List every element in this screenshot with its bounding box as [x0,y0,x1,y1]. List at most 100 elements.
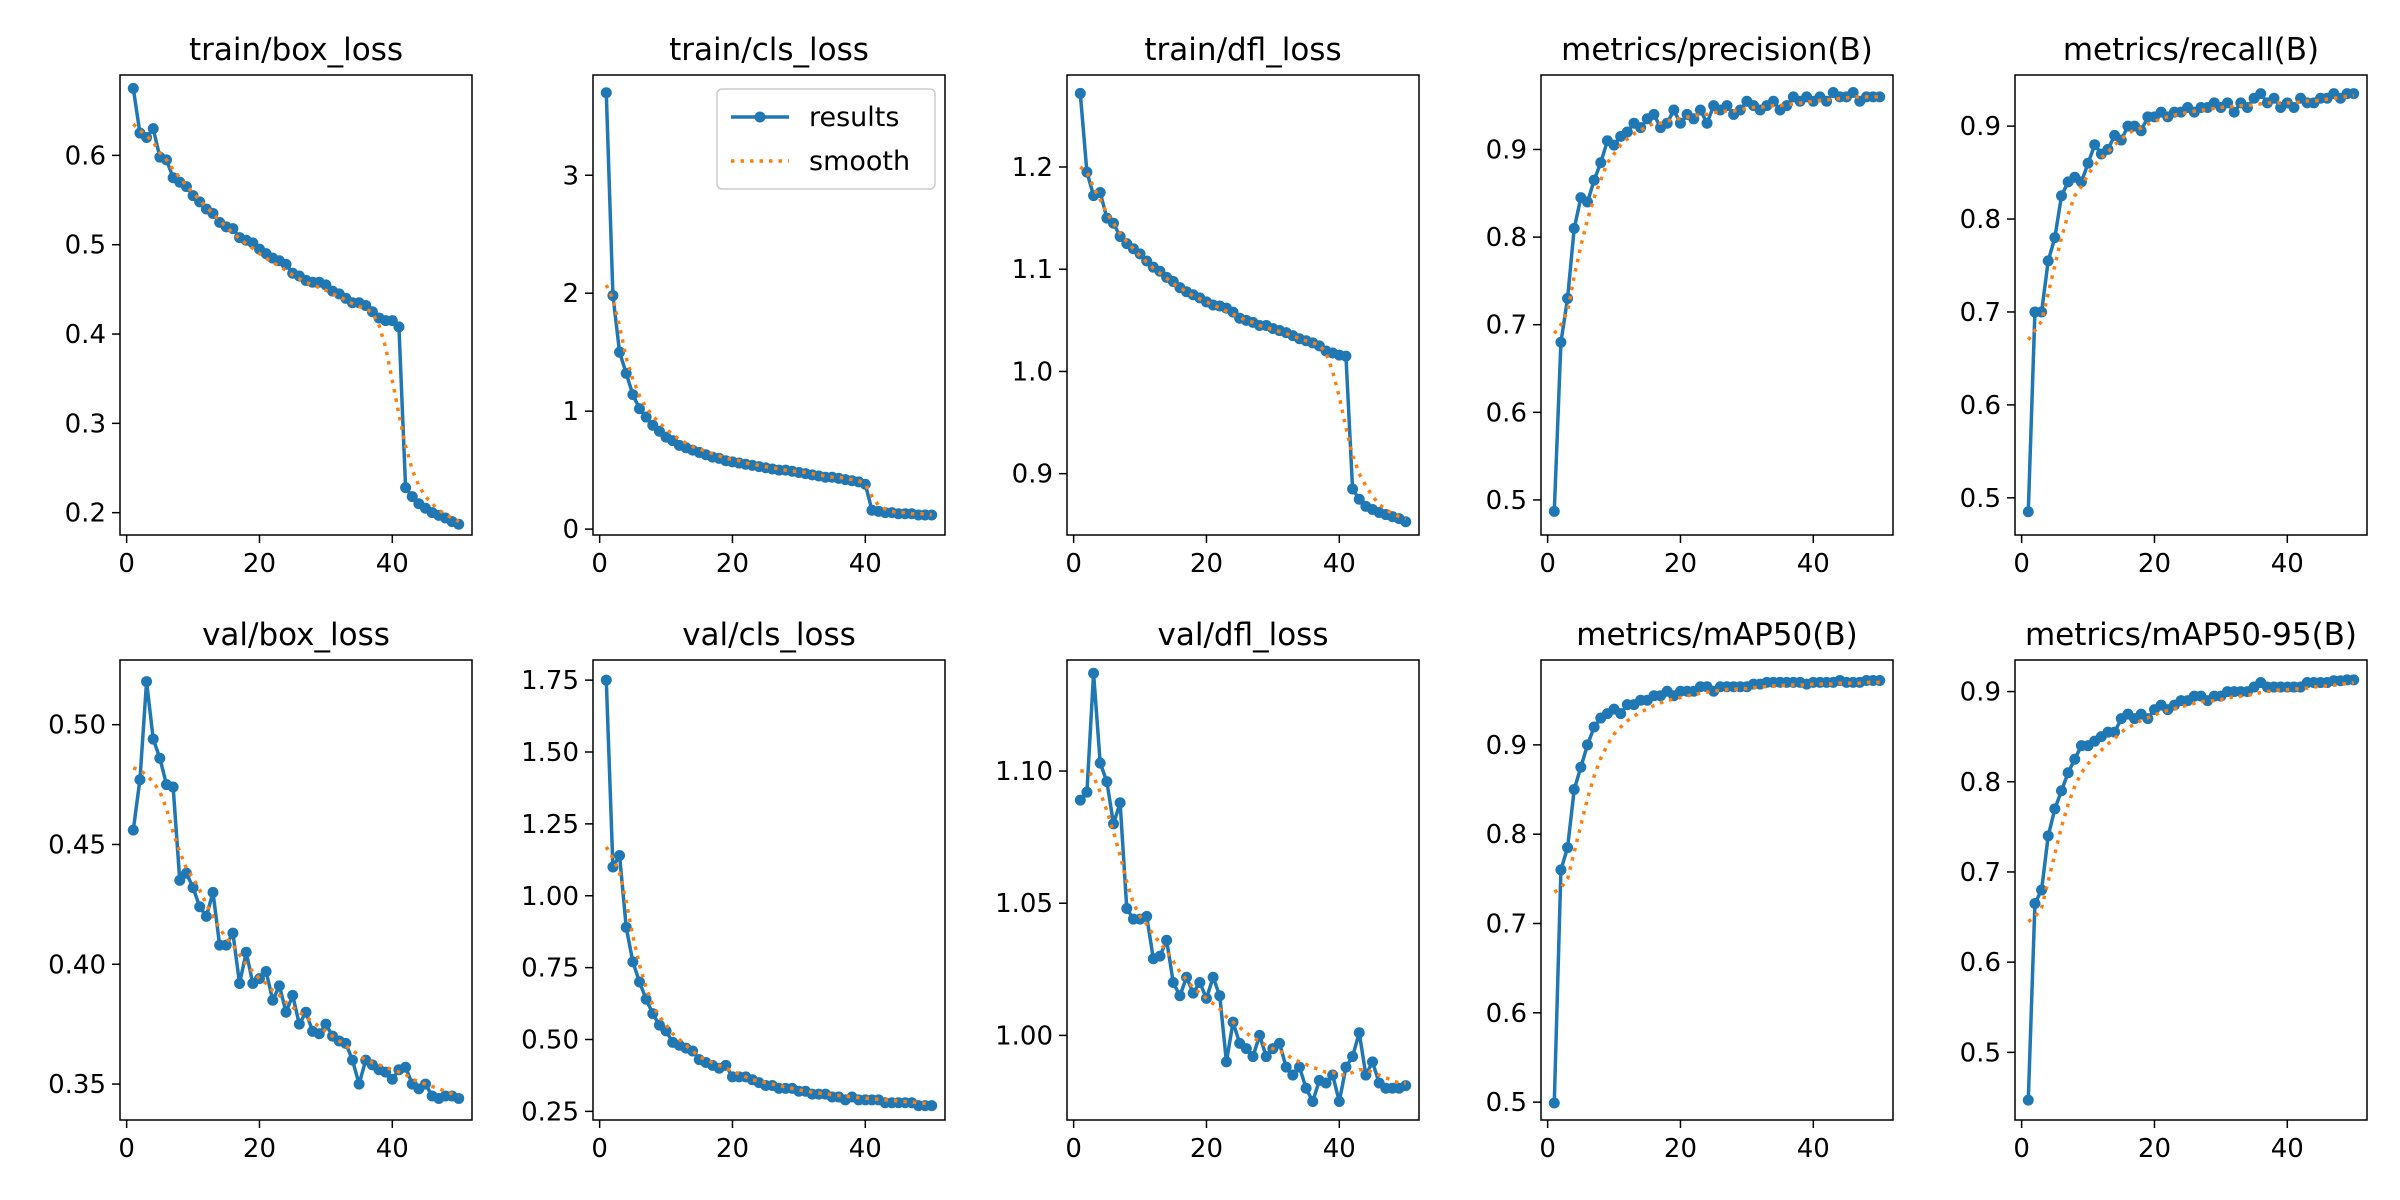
results-point [1588,174,1600,186]
results-point [267,994,279,1006]
results-point [2049,803,2061,815]
results-point [300,1006,312,1018]
results-line [2026,91,2354,512]
results-point [1121,903,1133,915]
results-point [1621,126,1633,138]
x-tick-label: 0 [1539,1134,1556,1164]
x-tick-label: 20 [2138,549,2171,579]
y-tick-label: 1.75 [521,666,579,696]
results-point [2055,190,2067,202]
panel-title: val/cls_loss [682,617,856,653]
results-point [1107,818,1119,830]
results-point [1568,784,1580,796]
results-point [1333,1095,1345,1107]
results-point [600,87,612,99]
results-point [1220,1056,1232,1068]
y-tick-label: 0.6 [1960,948,2001,978]
results-point [1874,91,1886,103]
axes-frame [1066,659,1420,1121]
panel-val-cls-loss: val/cls_loss 0 20 40 0.25 0.50 0.75 1.00 1.25 1.5… [521,617,946,1164]
results-point [1074,87,1086,99]
x-tick-label: 0 [2013,549,2030,579]
plot-area [1548,675,1886,1109]
results-point [240,946,252,958]
axes-frame [592,74,946,536]
results-point [2268,92,2280,104]
results-point [280,1006,292,1018]
legend-results-marker [754,111,766,123]
results-point [1307,1095,1319,1107]
y-tick-label: 0.7 [1960,858,2001,888]
x-tick-label: 40 [376,1134,409,1164]
plot-area [127,82,465,530]
results-point [1615,708,1627,720]
y-tick-label: 1.0 [1012,357,1053,387]
results-point [1141,910,1153,922]
results-line [1552,90,1880,512]
results-point [1174,990,1186,1002]
results-point [1562,842,1574,854]
results-point [627,956,639,968]
results-point [1694,104,1706,116]
legend-box [716,88,936,190]
panel-train-dfl-loss: train/dfl_loss 0 20 40 0.9 1.0 1.1 1.2 [1012,32,1420,579]
x-tick-label: 20 [716,1134,749,1164]
results-point [147,733,159,745]
panel-title: train/box_loss [189,32,403,68]
y-tick-label: 0.8 [1960,205,2001,235]
y-tick-label: 0.2 [65,499,106,529]
panel-title: metrics/mAP50-95(B) [2025,617,2357,653]
results-point [187,882,199,894]
results-point [1562,292,1574,304]
y-tick-label: 0.5 [1486,486,1527,516]
smooth-line [2027,680,2354,924]
results-point [2348,88,2360,100]
y-tick-label: 0.40 [48,950,106,980]
plot-area [2022,88,2360,518]
y-tick-label: 0.9 [1012,460,1053,490]
panel-title: metrics/precision(B) [1561,32,1873,68]
plot-area [600,674,938,1112]
results-point [393,321,405,333]
axes-frame [1066,74,1420,536]
results-point [386,1073,398,1085]
results-point [1214,990,1226,1002]
results-point [320,1018,332,1030]
results-point [400,482,412,494]
x-tick-label: 40 [2271,549,2304,579]
y-tick-label: 0.75 [521,954,579,984]
axes-frame [119,74,473,536]
y-tick-label: 0.6 [1486,398,1527,428]
results-point [1287,1069,1299,1081]
y-tick-label: 0 [562,515,579,545]
results-point [207,886,219,898]
y-tick-label: 0.8 [1486,223,1527,253]
panel-title: val/box_loss [202,617,390,653]
results-point [346,1054,358,1066]
results-point [1608,139,1620,151]
results-point [1668,104,1680,116]
y-tick-label: 0.3 [65,409,106,439]
results-line [1552,678,1880,1104]
x-tick-label: 0 [2013,1134,2030,1164]
y-tick-label: 0.7 [1486,311,1527,341]
results-point [1240,1043,1252,1055]
results-point [1207,971,1219,983]
results-point [2036,306,2048,318]
results-point [614,346,626,358]
results-point [1154,950,1166,962]
x-tick-label: 40 [1797,549,1830,579]
results-line [604,680,932,1108]
x-tick-label: 20 [1664,1134,1697,1164]
results-point [1194,977,1206,989]
y-tick-label: 0.6 [1960,391,2001,421]
legend-label-smooth: smooth [809,146,910,177]
x-tick-label: 20 [2138,1134,2171,1164]
y-tick-label: 1.10 [995,757,1053,787]
results-point [1555,336,1567,348]
x-tick-label: 0 [118,1134,135,1164]
y-tick-label: 0.9 [1960,678,2001,708]
panel-title: train/dfl_loss [1144,32,1341,68]
results-point [1661,117,1673,129]
results-point [633,403,645,415]
